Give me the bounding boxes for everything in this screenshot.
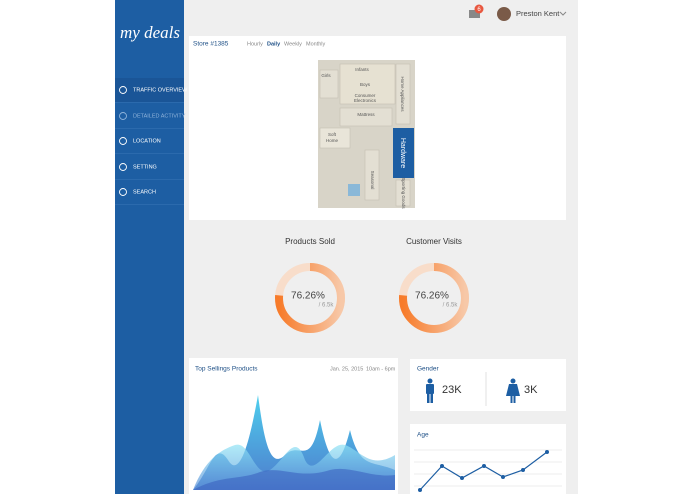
menu-icon <box>119 137 127 145</box>
map-label: Mattress <box>357 112 375 117</box>
badge <box>474 4 484 14</box>
male-count: 23K <box>442 384 462 396</box>
menu-item[interactable]: TRAFFIC OVERVIEW <box>133 87 188 93</box>
age-chart <box>414 449 562 492</box>
donut-arc <box>399 263 469 333</box>
top-sellings-time: 10am - 6pm <box>366 366 396 372</box>
donut-arc <box>275 263 345 333</box>
age-card <box>410 424 566 494</box>
gender-title: Gender <box>417 366 440 373</box>
top-sellings-title: Top Sellings Products <box>195 366 258 373</box>
map-label: Home Appliances <box>400 76 405 112</box>
menu-icon <box>119 188 127 196</box>
female-count: 3K <box>524 384 538 396</box>
map-label: Electronics <box>354 98 377 103</box>
gender-card <box>410 359 566 411</box>
tab[interactable]: Monthly <box>306 41 326 47</box>
female-icon <box>506 378 520 403</box>
floor-plan <box>318 60 415 208</box>
donut-percent: 76.26% <box>415 291 449 302</box>
age-title: Age <box>417 432 429 439</box>
map-label: Infants <box>355 67 369 72</box>
tab[interactable]: Daily <box>267 41 281 47</box>
top-sellings-date: Jan. 25, 2015 <box>330 366 363 372</box>
store-title: Store #1385 <box>193 41 229 48</box>
donut-percent: 76.26% <box>291 291 325 302</box>
map-label: Sporting Goods <box>401 177 406 209</box>
chevron[interactable] <box>559 11 567 16</box>
menu-item[interactable]: SEARCH <box>133 189 156 195</box>
badge-count: 6 <box>477 7 481 13</box>
menu-icon <box>119 86 127 94</box>
map-label: Consumer <box>355 93 376 98</box>
menu-item[interactable]: SETTING <box>133 164 157 170</box>
avatar[interactable] <box>497 7 511 21</box>
map-label: Hardware <box>399 138 406 168</box>
tab[interactable]: Weekly <box>284 41 302 47</box>
stat-title: Products Sold <box>285 237 335 246</box>
menu-item[interactable]: LOCATION <box>133 138 161 144</box>
map-label: Soft <box>328 132 337 137</box>
male-icon <box>426 378 434 403</box>
menu-item[interactable]: DETAILED ACTIVITY <box>133 113 186 119</box>
sidebar <box>115 0 184 494</box>
donut-total: / 6.5k <box>443 303 459 309</box>
map-label: Seasonal <box>370 171 375 190</box>
map-label: Boys <box>360 82 371 87</box>
mail-icon[interactable] <box>469 10 480 18</box>
tab[interactable]: Hourly <box>247 41 263 47</box>
area-chart <box>193 395 395 490</box>
stat-title: Customer Visits <box>406 237 462 246</box>
map-label: Girls <box>321 73 331 78</box>
map-label: Home <box>326 138 339 143</box>
donut-total: / 6.5k <box>319 303 335 309</box>
logo: my deals <box>120 23 180 42</box>
menu-icon <box>119 112 127 120</box>
menu-icon <box>119 163 127 171</box>
user-name[interactable]: Preston Kent <box>516 9 560 18</box>
